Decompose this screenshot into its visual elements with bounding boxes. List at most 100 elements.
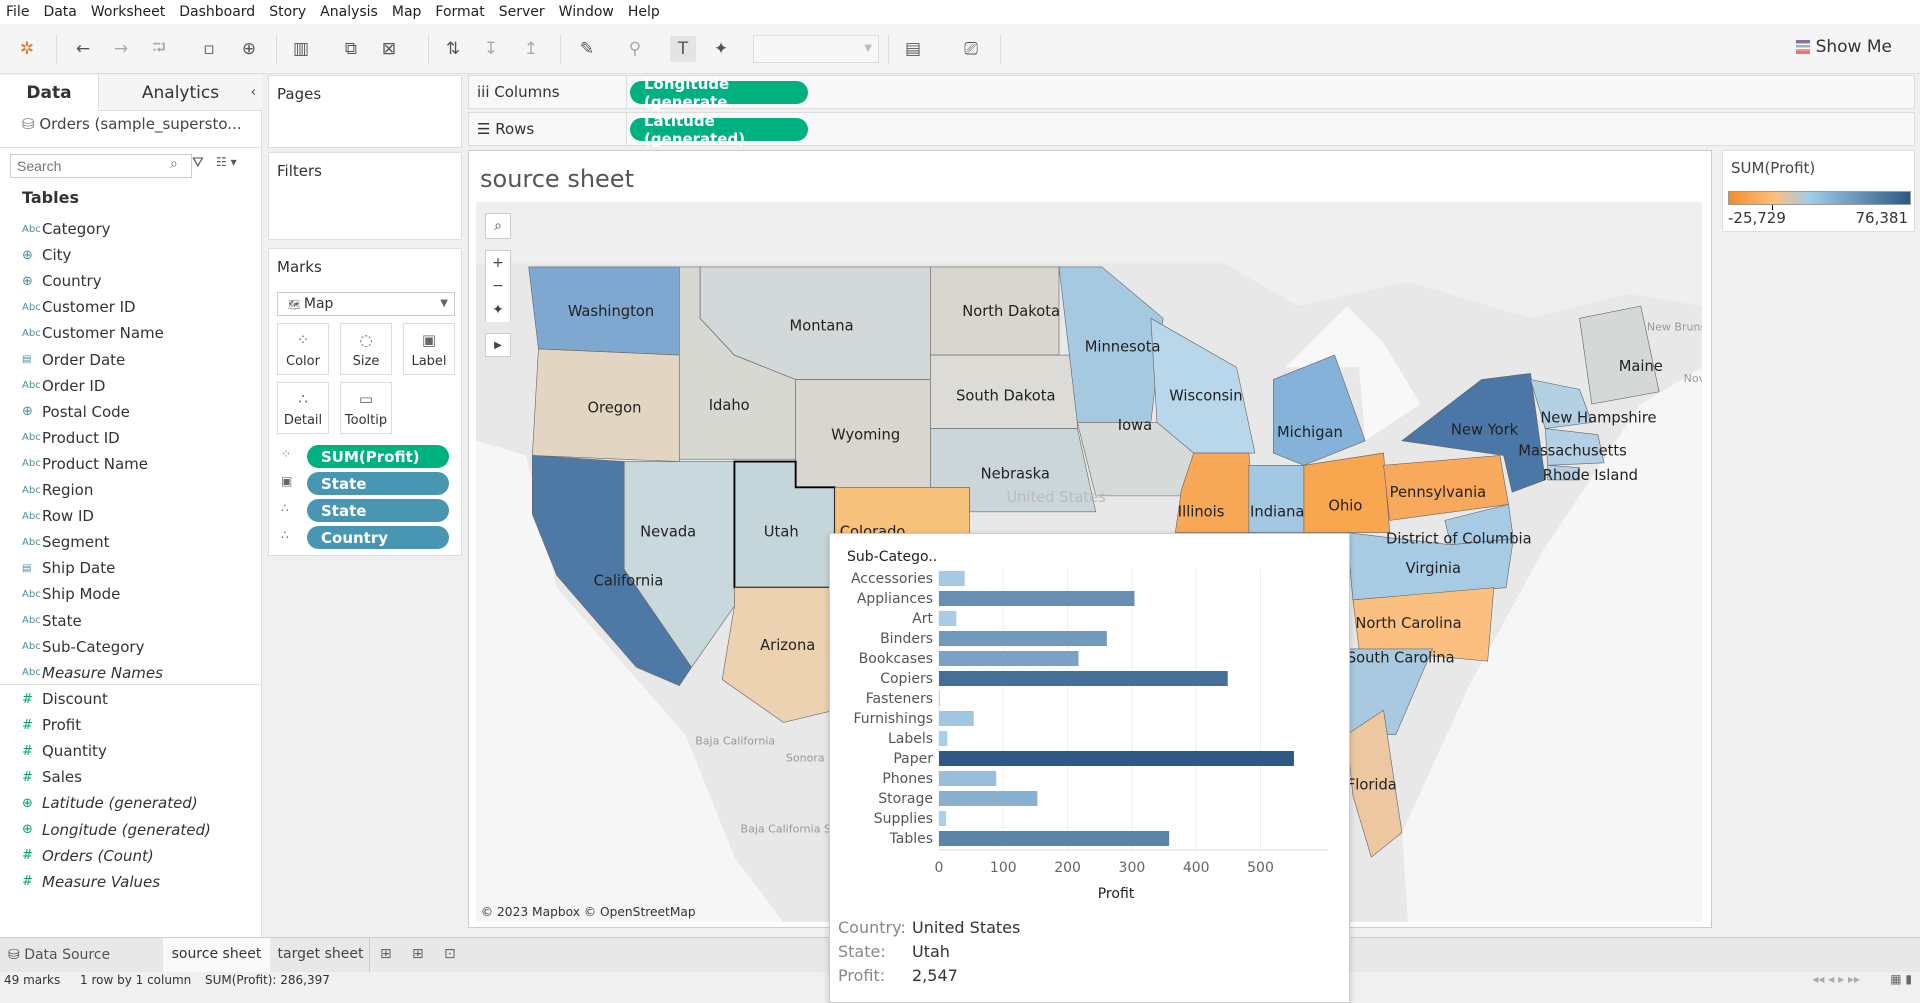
field-sales[interactable]: # Sales — [22, 765, 82, 789]
datasource-item[interactable]: ⛁ Orders (sample_supersto... — [22, 115, 242, 133]
zoom-out-icon[interactable]: − — [485, 274, 511, 298]
bar-art[interactable] — [939, 611, 957, 626]
save-icon[interactable]: ▫ — [203, 39, 215, 59]
marks-pill-country[interactable]: Country — [307, 526, 449, 549]
detail-button[interactable]: ∴ Detail — [277, 382, 329, 434]
field-order-date[interactable]: ▤ Order Date — [22, 348, 125, 372]
filters-card[interactable]: Filters — [268, 152, 462, 240]
color-button[interactable]: ⁘ Color — [277, 323, 329, 375]
bar-labels[interactable] — [939, 731, 948, 746]
field-product-name[interactable]: Abc Product Name — [22, 452, 148, 476]
marks-pill-state-label[interactable]: State — [307, 472, 449, 495]
bar-furnishings[interactable] — [939, 711, 974, 726]
bar-storage[interactable] — [939, 791, 1038, 806]
map-search-icon[interactable]: ⌕ — [485, 213, 511, 239]
menu-analysis[interactable]: Analysis — [320, 4, 378, 20]
field-product-id[interactable]: Abc Product ID — [22, 426, 120, 450]
state-new-hampshire[interactable] — [1530, 379, 1593, 429]
tab-analytics[interactable]: Analytics ‹ — [98, 75, 262, 111]
new-worksheet-icon[interactable]: ⊞ — [380, 946, 392, 962]
size-button[interactable]: ◌ Size — [340, 323, 392, 375]
state-new-york[interactable] — [1401, 373, 1546, 493]
pages-card[interactable]: Pages — [268, 75, 462, 148]
field-order-id[interactable]: Abc Order ID — [22, 374, 105, 398]
state-maine[interactable] — [1579, 305, 1660, 405]
bar-tables[interactable] — [939, 831, 1170, 846]
field-ship-mode[interactable]: Abc Ship Mode — [22, 582, 120, 606]
tab-data-source[interactable]: ⛁ Data Source — [8, 947, 110, 963]
menu-dashboard[interactable]: Dashboard — [179, 4, 256, 20]
menu-file[interactable]: File — [6, 4, 30, 20]
undo-icon[interactable]: ← — [75, 39, 91, 59]
search-input[interactable] — [10, 154, 192, 178]
menu-window[interactable]: Window — [558, 4, 614, 20]
menu-data[interactable]: Data — [43, 4, 77, 20]
sheet-view-toggle-icon[interactable]: ▦ ▮ — [1890, 972, 1912, 986]
show-me-button[interactable]: Show Me — [1795, 37, 1892, 57]
bar-paper[interactable] — [939, 751, 1294, 766]
state-nebraska[interactable] — [930, 428, 1097, 513]
duplicate-sheet-icon[interactable]: ⧉ — [344, 39, 358, 59]
zoom-in-icon[interactable]: + — [485, 250, 511, 274]
field-measure-values[interactable]: # Measure Values — [22, 870, 160, 894]
sort-descending-icon[interactable]: ↥ — [523, 39, 539, 59]
sheet-title[interactable]: source sheet — [480, 165, 634, 193]
bar-phones[interactable] — [939, 771, 997, 786]
tooltip-button[interactable]: ▭ Tooltip — [340, 382, 392, 434]
field-sub-category[interactable]: Abc Sub-Category — [22, 635, 144, 659]
pin-map-icon[interactable]: ✦ — [485, 298, 511, 322]
bar-copiers[interactable] — [939, 671, 1228, 686]
state-virginia[interactable] — [1346, 532, 1514, 601]
field-city[interactable]: ⊕ City — [22, 243, 71, 267]
state-rhode-island[interactable] — [1547, 464, 1580, 481]
collapse-icon[interactable]: ‹ — [250, 85, 256, 100]
columns-pill-longitude[interactable]: Longitude (generate.. — [630, 75, 808, 111]
expand-toolbar-icon[interactable]: ▶ — [485, 333, 511, 357]
new-dashboard-icon[interactable]: ⊞ — [412, 946, 424, 962]
bar-binders[interactable] — [939, 631, 1107, 646]
color-legend[interactable]: SUM(Profit) -25,729 76,381 — [1722, 150, 1915, 232]
tableau-logo-icon[interactable]: ✲ — [19, 39, 35, 59]
filter-icon[interactable]: ⛛ — [192, 155, 204, 171]
field-profit[interactable]: # Profit — [22, 713, 81, 737]
field-measure-names[interactable]: Abc Measure Names — [22, 661, 163, 685]
rows-shelf[interactable]: ☰ Rows Latitude (generated) — [468, 112, 1915, 148]
columns-shelf[interactable]: iii Columns Longitude (generate.. — [468, 75, 1915, 111]
marks-pill-state-detail[interactable]: State — [307, 499, 449, 522]
map[interactable]: Washington Oregon California Nevada Idaho Mon… — [476, 202, 1702, 922]
field-row-id[interactable]: Abc Row ID — [22, 504, 94, 528]
state-michigan[interactable] — [1273, 354, 1366, 466]
new-story-icon[interactable]: ⊡ — [444, 946, 456, 962]
field-country[interactable]: ⊕ Country — [22, 269, 102, 293]
bar-accessories[interactable] — [939, 571, 965, 586]
presentation-icon[interactable]: ⎚ — [964, 39, 978, 59]
redo-icon[interactable]: → — [113, 39, 129, 59]
field-postal-code[interactable]: ⊕ Postal Code — [22, 400, 130, 424]
replay-icon[interactable]: ⮒ — [152, 37, 166, 58]
label-button[interactable]: ▣ Label — [403, 323, 455, 375]
field-orders-count[interactable]: # Orders (Count) — [22, 844, 154, 868]
field-quantity[interactable]: # Quantity — [22, 739, 107, 763]
state-massachusetts[interactable] — [1544, 428, 1605, 466]
field-ship-date[interactable]: ▤ Ship Date — [22, 556, 115, 580]
field-longitude-generated[interactable]: ⊕ Longitude (generated) — [22, 818, 211, 842]
menu-worksheet[interactable]: Worksheet — [90, 4, 166, 20]
state-nevada[interactable] — [623, 461, 735, 668]
state-ohio[interactable] — [1303, 452, 1391, 533]
group-icon[interactable]: ⚲ — [628, 39, 642, 59]
field-discount[interactable]: # Discount — [22, 687, 108, 711]
field-latitude-generated[interactable]: ⊕ Latitude (generated) — [22, 791, 198, 815]
tab-target-sheet[interactable]: target sheet — [272, 938, 370, 973]
fit-dropdown[interactable]: ▼ — [753, 35, 879, 63]
state-north-carolina[interactable] — [1352, 587, 1495, 662]
field-state[interactable]: Abc State — [22, 609, 82, 633]
menu-server[interactable]: Server — [498, 4, 545, 20]
highlight-icon[interactable]: ✎ — [579, 39, 595, 59]
rows-pill-latitude[interactable]: Latitude (generated) — [630, 112, 808, 148]
field-region[interactable]: Abc Region — [22, 478, 93, 502]
marks-pill-sum-profit[interactable]: SUM(Profit) — [307, 445, 449, 468]
new-datasource-icon[interactable]: ⊕ — [241, 39, 257, 59]
swap-icon[interactable]: ⇅ — [445, 39, 461, 59]
field-customer-name[interactable]: Abc Customer Name — [22, 321, 164, 345]
field-customer-id[interactable]: Abc Customer ID — [22, 295, 136, 319]
